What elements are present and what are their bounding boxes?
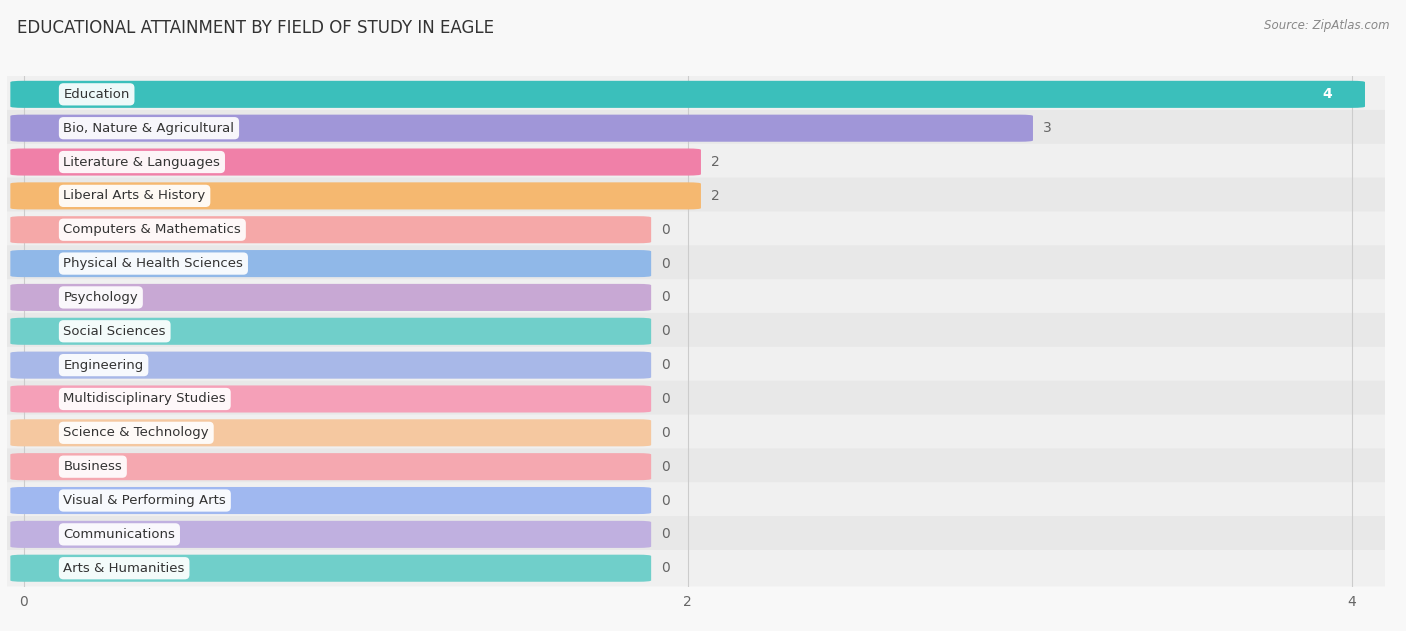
FancyBboxPatch shape	[0, 516, 1406, 553]
FancyBboxPatch shape	[0, 550, 1406, 586]
FancyBboxPatch shape	[10, 386, 651, 413]
Text: 0: 0	[661, 528, 669, 541]
Text: 2: 2	[711, 155, 720, 169]
Text: Engineering: Engineering	[63, 358, 143, 372]
FancyBboxPatch shape	[0, 380, 1406, 417]
Text: Visual & Performing Arts: Visual & Performing Arts	[63, 494, 226, 507]
Text: Social Sciences: Social Sciences	[63, 325, 166, 338]
FancyBboxPatch shape	[10, 115, 1033, 142]
Text: Physical & Health Sciences: Physical & Health Sciences	[63, 257, 243, 270]
FancyBboxPatch shape	[10, 555, 651, 582]
Text: 3: 3	[1043, 121, 1052, 135]
FancyBboxPatch shape	[0, 211, 1406, 248]
Text: 0: 0	[661, 561, 669, 575]
Text: Literature & Languages: Literature & Languages	[63, 155, 221, 168]
FancyBboxPatch shape	[0, 347, 1406, 384]
FancyBboxPatch shape	[0, 482, 1406, 519]
FancyBboxPatch shape	[0, 279, 1406, 316]
Text: Science & Technology: Science & Technology	[63, 427, 209, 439]
Text: 0: 0	[661, 426, 669, 440]
Text: 0: 0	[661, 257, 669, 271]
Text: 4: 4	[1322, 87, 1331, 102]
Text: Source: ZipAtlas.com: Source: ZipAtlas.com	[1264, 19, 1389, 32]
Text: Business: Business	[63, 460, 122, 473]
Text: 0: 0	[661, 290, 669, 304]
Text: 0: 0	[661, 459, 669, 474]
FancyBboxPatch shape	[10, 351, 651, 379]
FancyBboxPatch shape	[0, 415, 1406, 451]
FancyBboxPatch shape	[0, 76, 1406, 112]
Text: 0: 0	[661, 392, 669, 406]
FancyBboxPatch shape	[0, 144, 1406, 180]
FancyBboxPatch shape	[10, 216, 651, 244]
Text: 0: 0	[661, 493, 669, 507]
Text: 0: 0	[661, 324, 669, 338]
Text: 0: 0	[661, 358, 669, 372]
Text: 0: 0	[661, 223, 669, 237]
FancyBboxPatch shape	[10, 148, 702, 175]
FancyBboxPatch shape	[0, 177, 1406, 214]
Text: Arts & Humanities: Arts & Humanities	[63, 562, 184, 575]
FancyBboxPatch shape	[10, 453, 651, 480]
FancyBboxPatch shape	[10, 487, 651, 514]
FancyBboxPatch shape	[0, 245, 1406, 282]
FancyBboxPatch shape	[10, 521, 651, 548]
FancyBboxPatch shape	[10, 284, 651, 311]
Text: Liberal Arts & History: Liberal Arts & History	[63, 189, 205, 203]
Text: Bio, Nature & Agricultural: Bio, Nature & Agricultural	[63, 122, 235, 134]
Text: Multidisciplinary Studies: Multidisciplinary Studies	[63, 392, 226, 406]
Text: Psychology: Psychology	[63, 291, 138, 304]
FancyBboxPatch shape	[0, 449, 1406, 485]
Text: 2: 2	[711, 189, 720, 203]
Text: Computers & Mathematics: Computers & Mathematics	[63, 223, 242, 236]
FancyBboxPatch shape	[0, 110, 1406, 146]
FancyBboxPatch shape	[10, 419, 651, 446]
Text: Education: Education	[63, 88, 129, 101]
FancyBboxPatch shape	[0, 313, 1406, 350]
FancyBboxPatch shape	[10, 318, 651, 345]
FancyBboxPatch shape	[10, 182, 702, 209]
FancyBboxPatch shape	[10, 81, 1365, 108]
FancyBboxPatch shape	[10, 250, 651, 277]
Text: EDUCATIONAL ATTAINMENT BY FIELD OF STUDY IN EAGLE: EDUCATIONAL ATTAINMENT BY FIELD OF STUDY…	[17, 19, 494, 37]
Text: Communications: Communications	[63, 528, 176, 541]
